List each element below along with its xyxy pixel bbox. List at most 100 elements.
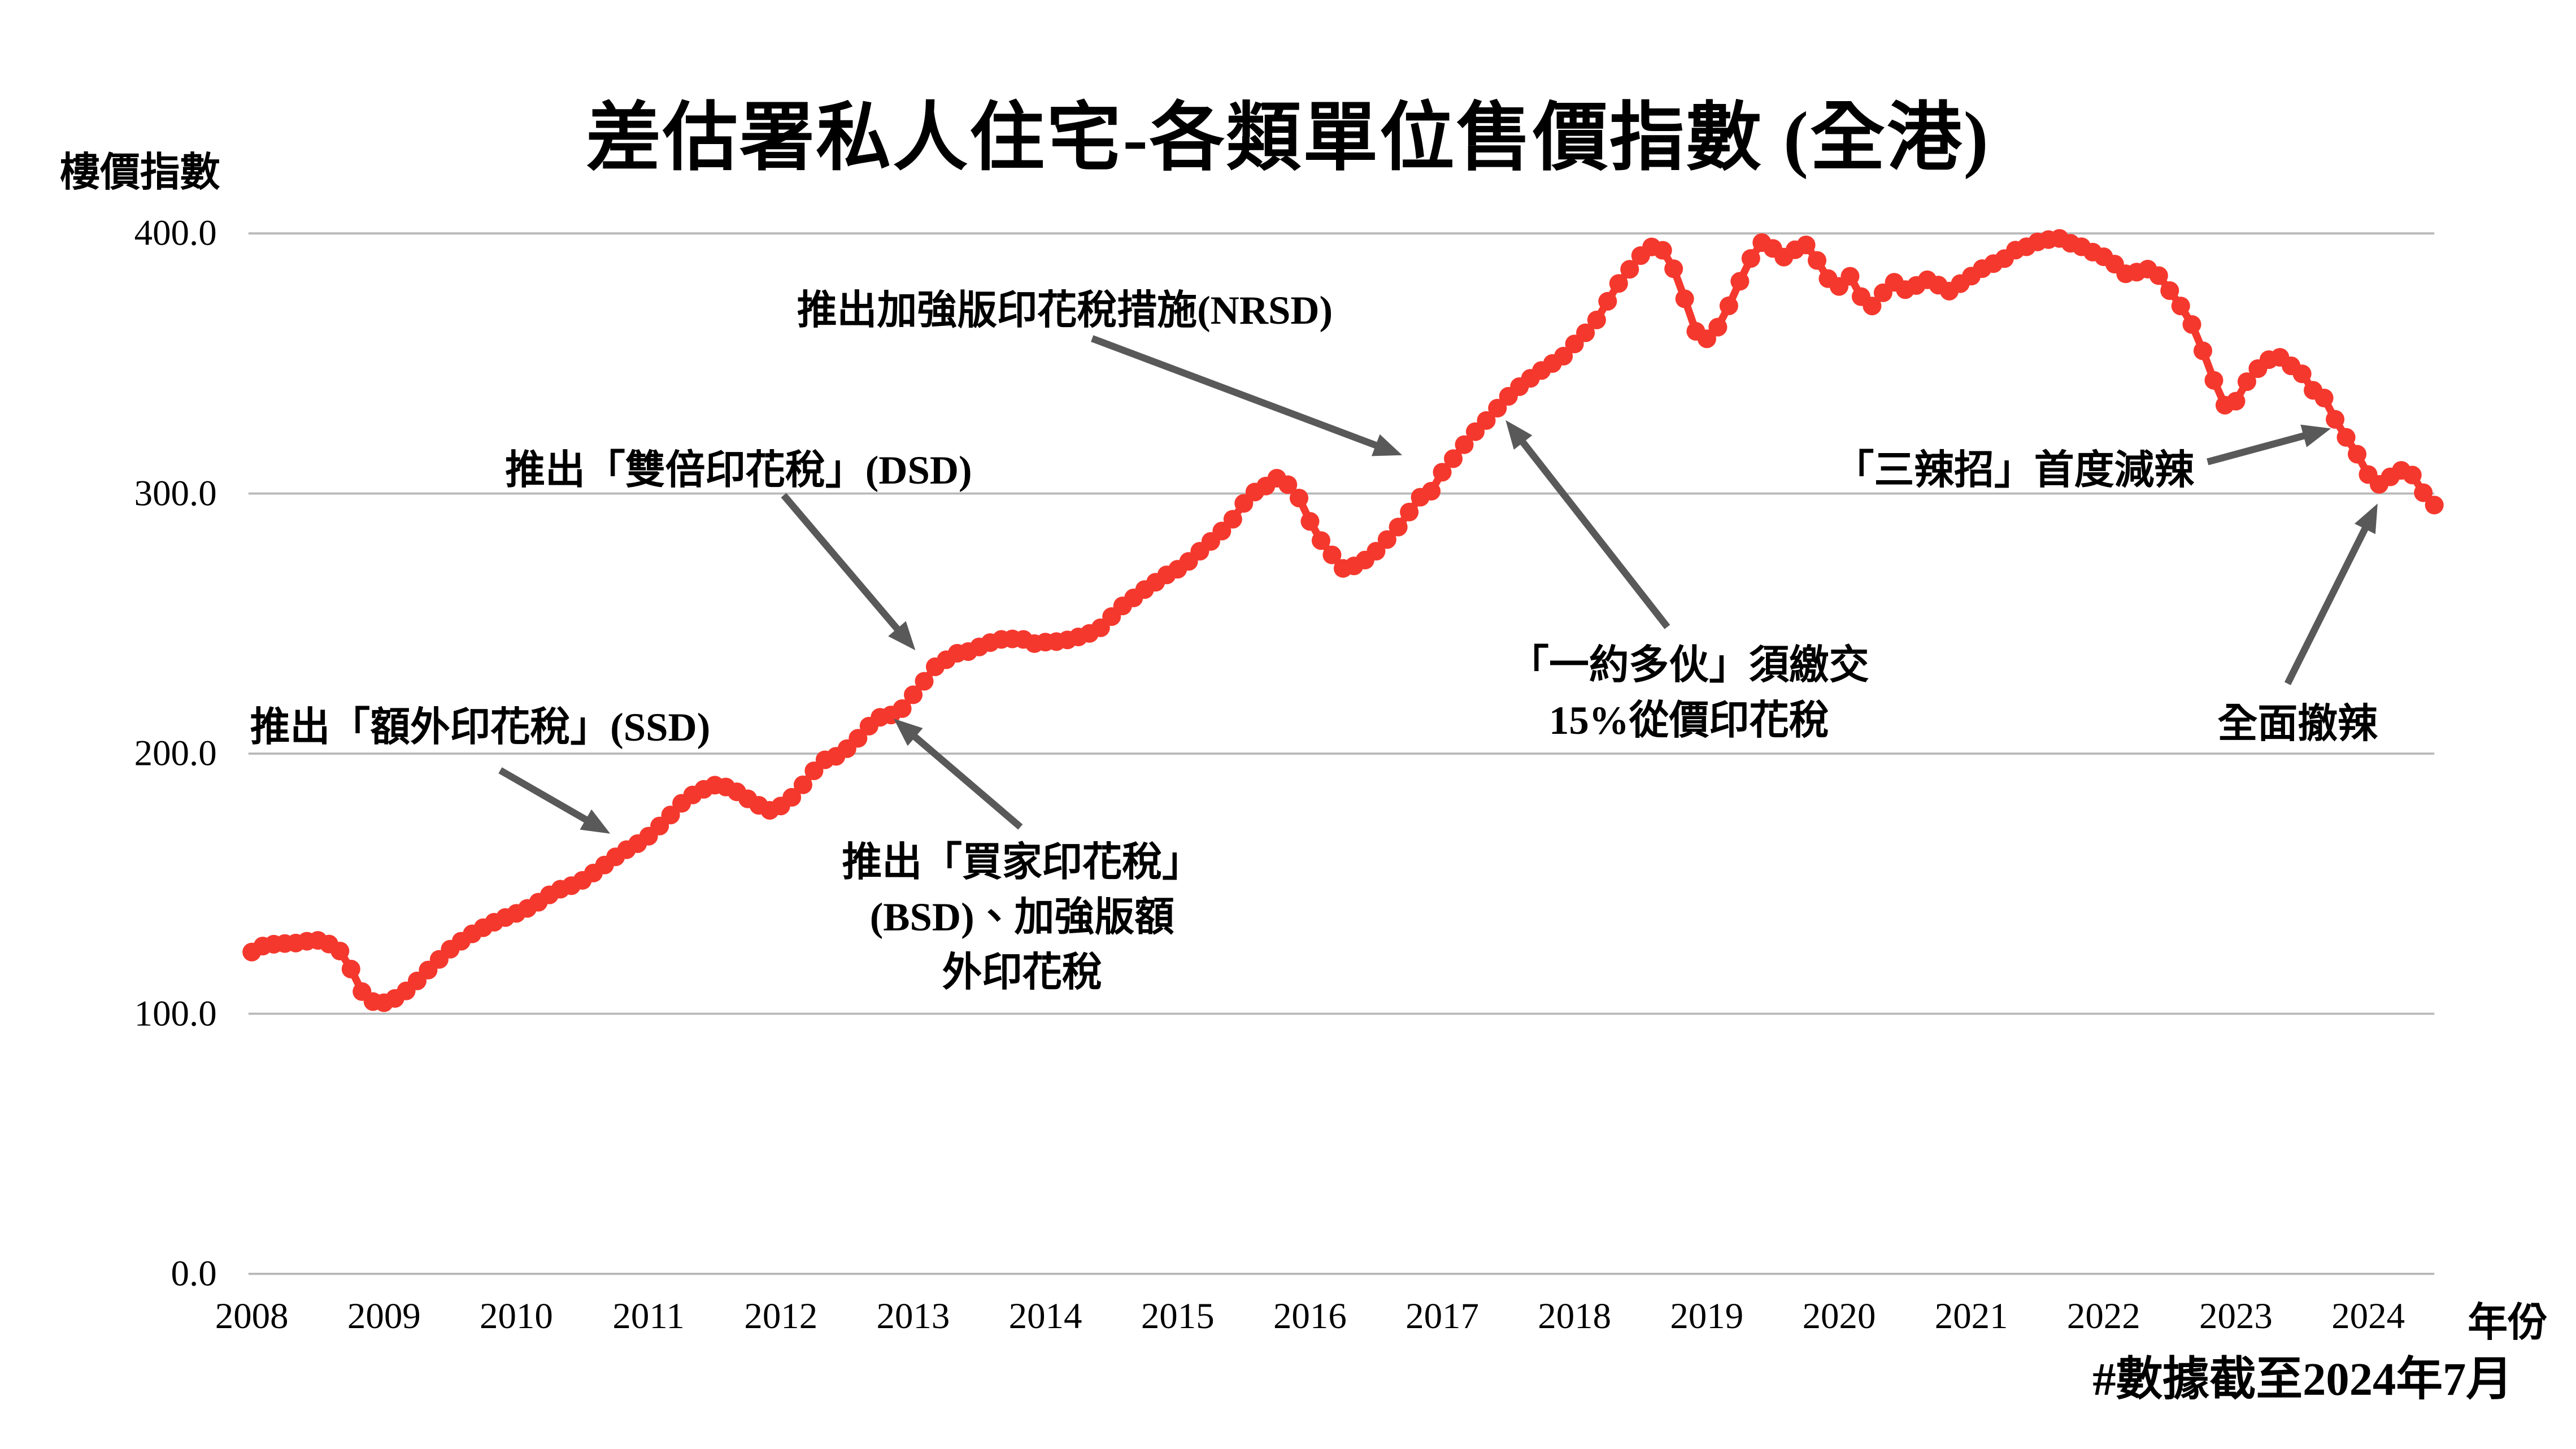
data-point-marker xyxy=(1367,542,1386,561)
data-point-marker xyxy=(1278,475,1298,494)
annotation-arrowhead-bsd xyxy=(894,719,923,746)
annotation-arrow-dsd xyxy=(781,493,904,636)
data-point-marker xyxy=(2326,410,2345,429)
annotation-dsd: 推出「雙倍印花稅」(DSD) xyxy=(505,443,972,498)
annotation-line: 「三辣招」首度減辣 xyxy=(1834,449,2195,493)
data-point-marker xyxy=(1554,346,1573,365)
y-axis-title: 樓價指數 xyxy=(60,150,220,195)
data-point-marker xyxy=(330,942,350,961)
x-tick-2023: 2023 xyxy=(2199,1296,2273,1337)
annotation-first-relax: 「三辣招」首度減辣 xyxy=(1834,443,2194,498)
data-point-marker xyxy=(1289,489,1309,508)
annotation-arrowhead-ssd xyxy=(580,809,611,834)
annotation-nrsd: 推出加強版印花稅措施(NRSD) xyxy=(797,284,1333,338)
annotation-line: 全面撤辣 xyxy=(2217,702,2378,746)
data-point-marker xyxy=(2226,391,2246,411)
annotation-line: 15%從價印花稅 xyxy=(1548,698,1829,743)
annotation-line: 推出「額外印花稅」(SSD) xyxy=(250,705,711,750)
data-point-marker xyxy=(1675,289,1694,308)
data-point-marker xyxy=(2204,371,2223,390)
annotation-line: 推出「買家印花稅」 xyxy=(842,840,1202,885)
annotation-line: 外印花稅 xyxy=(942,950,1102,995)
data-point-marker xyxy=(1730,272,1750,291)
data-point-marker xyxy=(2403,465,2422,485)
annotation-arrow-full-removal xyxy=(2284,521,2372,685)
x-tick-2019: 2019 xyxy=(1670,1296,1744,1337)
annotation-arrow-ssd xyxy=(498,767,594,826)
data-point-marker xyxy=(1433,463,1452,482)
annotation-line: (BSD)、加強版額 xyxy=(869,895,1174,940)
data-point-marker xyxy=(1377,530,1396,549)
data-point-marker xyxy=(1322,545,1342,564)
data-point-marker xyxy=(1840,267,1860,286)
data-point-marker xyxy=(1223,510,1242,529)
annotation-arrow-bsd xyxy=(908,730,1023,830)
x-tick-2012: 2012 xyxy=(744,1296,818,1337)
annotation-bsd: 推出「買家印花稅」 (BSD)、加強版額 外印花稅 xyxy=(842,836,1202,1000)
annotation-arrowhead-multi-unit-15pc xyxy=(1505,420,1533,450)
y-tick-200.0: 200.0 xyxy=(134,733,217,774)
y-tick-100.0: 100.0 xyxy=(134,993,217,1034)
annotation-arrow-nrsd xyxy=(1091,335,1383,451)
annotation-ssd: 推出「額外印花稅」(SSD) xyxy=(250,700,711,755)
annotation-line: 「一約多伙」須繳交 xyxy=(1509,643,1869,688)
annotation-arrowhead-dsd xyxy=(888,621,916,651)
x-tick-2021: 2021 xyxy=(1934,1296,2008,1337)
x-tick-2010: 2010 xyxy=(480,1296,553,1337)
data-point-marker xyxy=(1620,260,1639,279)
data-point-marker xyxy=(661,806,680,825)
data-point-marker xyxy=(1587,310,1606,329)
data-point-marker xyxy=(793,775,812,794)
x-tick-2008: 2008 xyxy=(215,1296,289,1337)
y-tick-0.0: 0.0 xyxy=(171,1253,217,1294)
data-point-marker xyxy=(1576,323,1595,342)
data-point-marker xyxy=(848,729,868,748)
data-point-marker xyxy=(782,787,802,807)
annotation-arrow-first-relax xyxy=(2207,430,2311,465)
data-point-marker xyxy=(2425,495,2444,515)
data-point-marker xyxy=(1400,502,1419,521)
data-point-marker xyxy=(1598,291,1617,311)
data-point-marker xyxy=(1697,329,1716,349)
data-point-marker xyxy=(893,699,912,718)
data-point-marker xyxy=(2347,445,2367,464)
data-point-marker xyxy=(1455,435,1474,454)
x-tick-2017: 2017 xyxy=(1406,1296,1479,1337)
x-tick-2013: 2013 xyxy=(876,1296,950,1337)
data-point-marker xyxy=(1719,296,1738,315)
x-axis-title: 年份 xyxy=(2468,1301,2548,1346)
data-point-marker xyxy=(1212,521,1232,541)
data-point-marker xyxy=(915,672,934,691)
footnote: #數據截至2024年7月 xyxy=(2092,1353,2513,1405)
x-tick-2009: 2009 xyxy=(347,1296,421,1337)
data-point-marker xyxy=(1488,398,1507,418)
x-tick-2015: 2015 xyxy=(1141,1296,1215,1337)
x-tick-2011: 2011 xyxy=(612,1296,685,1337)
data-point-marker xyxy=(2414,483,2433,502)
data-point-marker xyxy=(1808,251,1827,270)
data-point-marker xyxy=(904,685,923,704)
data-point-marker xyxy=(1609,274,1628,293)
data-point-marker xyxy=(1741,249,1760,268)
annotation-line: 推出「雙倍印花稅」(DSD) xyxy=(505,449,972,493)
annotation-arrowhead-nrsd xyxy=(1371,434,1403,456)
data-point-marker xyxy=(2171,297,2190,316)
data-point-marker xyxy=(341,959,360,978)
x-tick-2022: 2022 xyxy=(2066,1296,2140,1337)
annotation-line: 推出加強版印花稅措施(NRSD) xyxy=(797,288,1333,333)
data-point-marker xyxy=(2237,372,2256,391)
annotation-arrowhead-first-relax xyxy=(2300,424,2331,447)
data-point-marker xyxy=(1311,531,1330,550)
annotation-multi-unit-15pc: 「一約多伙」須繳交 15%從價印花稅 xyxy=(1509,638,1869,749)
data-point-marker xyxy=(1653,241,1672,260)
annotation-arrowhead-full-removal xyxy=(2354,503,2378,534)
data-point-marker xyxy=(1708,317,1728,337)
chart-title: 差估署私人住宅-各類單位售價指數 (全港) xyxy=(586,96,1990,180)
data-point-marker xyxy=(1300,512,1320,531)
data-point-marker xyxy=(2292,364,2312,384)
data-point-marker xyxy=(2160,281,2179,300)
y-tick-300.0: 300.0 xyxy=(134,473,217,514)
data-point-marker xyxy=(2336,428,2356,447)
